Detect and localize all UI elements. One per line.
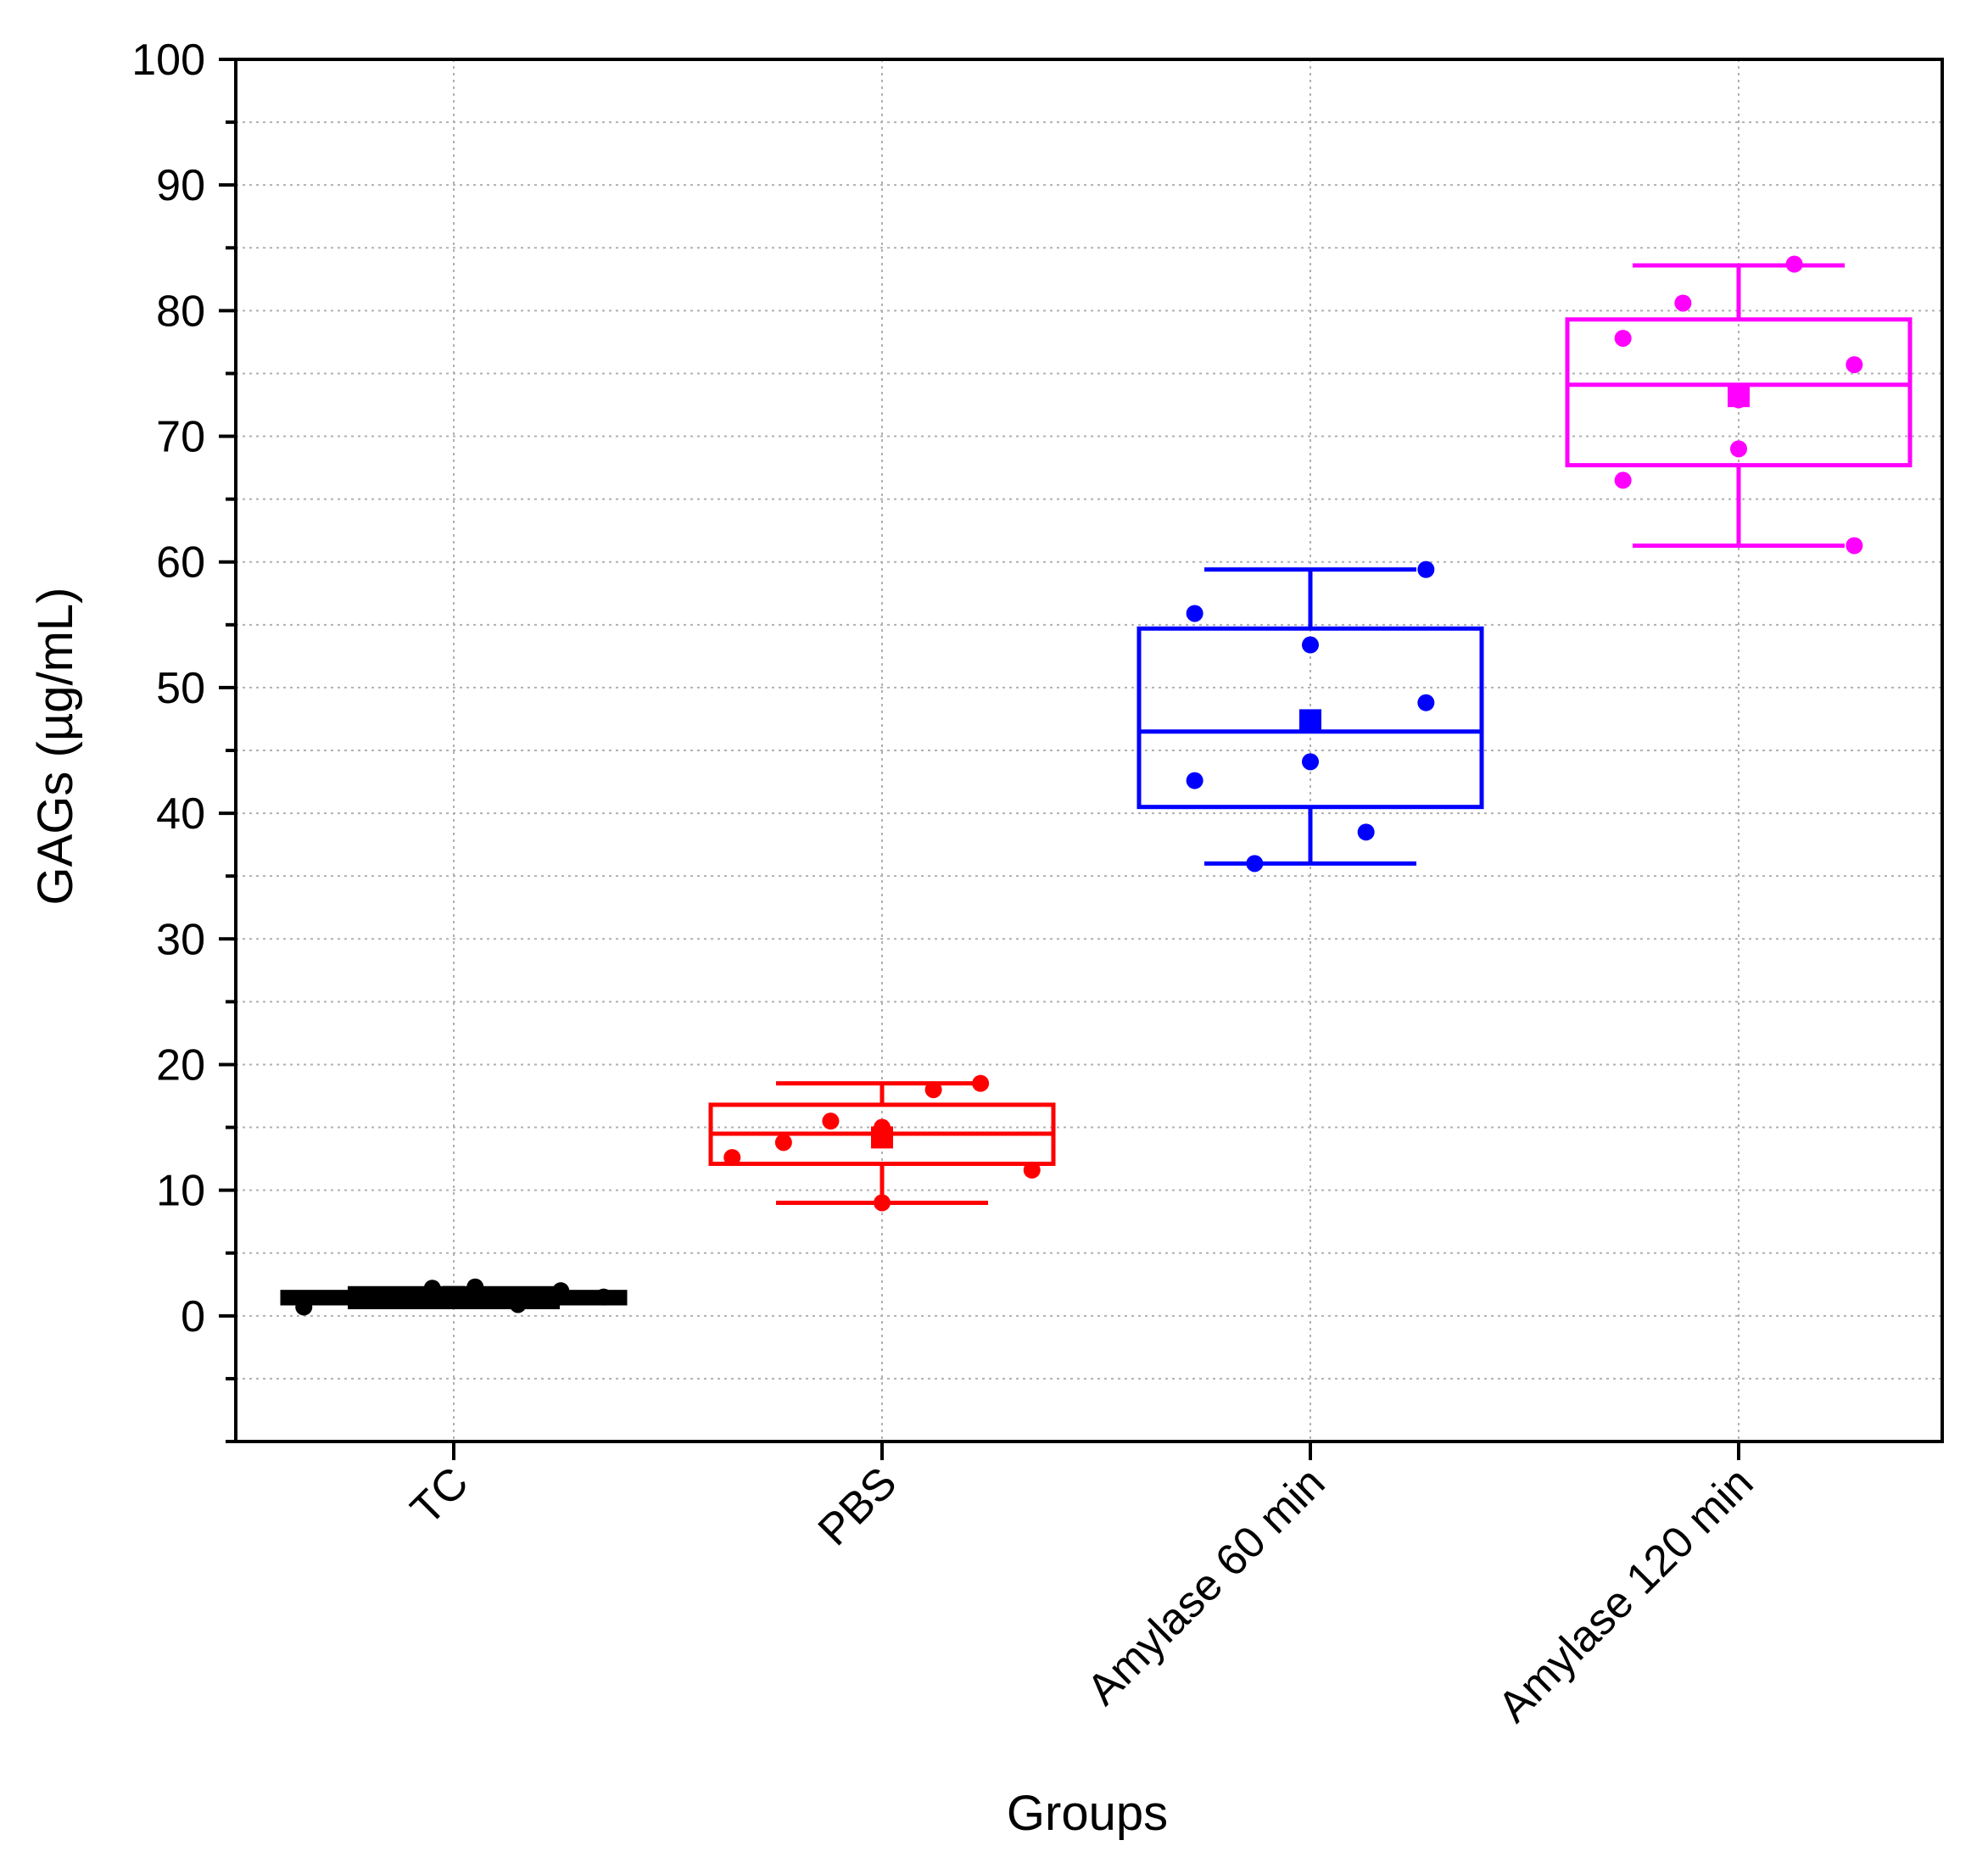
y-tick-label: 40	[156, 789, 205, 839]
data-point	[874, 1194, 891, 1212]
iqr-box	[1136, 626, 1484, 810]
data-point	[774, 1134, 792, 1152]
y-tick-label: 100	[131, 36, 205, 85]
data-point	[1302, 636, 1319, 654]
axes: 0 10 20 30 40 50 60 70 80 90 100 TC PBS Amylase 60 mi…	[131, 36, 1944, 1732]
data-point	[1186, 772, 1203, 789]
data-point	[423, 1280, 441, 1297]
x-tick-label: PBS	[809, 1458, 907, 1555]
box-series-2	[1136, 560, 1484, 873]
iqr-box	[1565, 317, 1913, 468]
data-point	[924, 1081, 942, 1099]
data-point	[1614, 329, 1632, 347]
x-axis-title: Groups	[1007, 1786, 1168, 1841]
box-series-1	[708, 1074, 1056, 1212]
data-point	[1417, 694, 1435, 711]
data-point	[1846, 537, 1863, 555]
mean-marker	[443, 1285, 465, 1308]
data-point	[1614, 471, 1632, 489]
y-tick-label: 70	[156, 413, 205, 462]
data-point	[1357, 823, 1375, 841]
y-tick-label: 30	[156, 915, 205, 964]
data-point	[509, 1296, 527, 1313]
box-series-3	[1565, 255, 1913, 555]
data-point	[1246, 855, 1264, 873]
y-tick-label: 90	[156, 161, 205, 210]
mean-marker	[1299, 709, 1321, 732]
data-point	[1302, 753, 1319, 771]
data-point	[1730, 391, 1747, 409]
data-point	[822, 1113, 840, 1130]
data-point	[552, 1282, 570, 1300]
x-tick-label: Amylase 120 min	[1488, 1458, 1762, 1732]
x-tick-label: Amylase 60 min	[1078, 1458, 1335, 1715]
data-point	[466, 1278, 484, 1296]
data-point	[295, 1298, 313, 1316]
y-tick-label: 80	[156, 287, 205, 336]
data-point	[1674, 294, 1692, 312]
data-point	[1846, 356, 1863, 374]
series-group	[280, 255, 1913, 1316]
y-tick-label: 60	[156, 538, 205, 588]
box-series-0	[280, 1278, 628, 1316]
y-tick-label: 0	[181, 1292, 205, 1341]
data-point	[1730, 440, 1747, 458]
data-point	[1023, 1161, 1041, 1179]
x-tick-label: TC	[401, 1458, 477, 1534]
data-point	[1785, 255, 1803, 273]
data-point	[1186, 605, 1203, 622]
y-axis-title: GAGs (µg/mL)	[28, 587, 83, 905]
data-point	[723, 1149, 741, 1167]
y-tick-label: 50	[156, 664, 205, 713]
y-tick-label: 10	[156, 1167, 205, 1216]
data-point	[595, 1288, 612, 1306]
data-point	[874, 1118, 891, 1136]
data-point	[972, 1074, 990, 1092]
data-point	[1417, 560, 1435, 578]
y-tick-label: 20	[156, 1040, 205, 1090]
